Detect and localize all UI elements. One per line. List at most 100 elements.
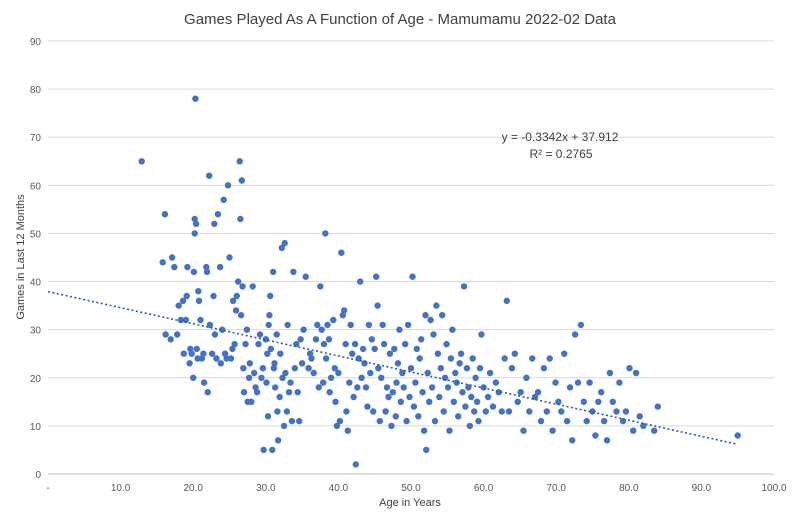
data-point	[271, 360, 278, 367]
data-point	[242, 340, 249, 348]
data-point	[613, 408, 620, 415]
data-point	[336, 417, 344, 425]
data-point	[373, 273, 380, 280]
data-point	[603, 437, 611, 444]
data-point	[492, 379, 500, 386]
data-point	[404, 321, 412, 329]
data-point	[447, 355, 455, 362]
data-point	[600, 417, 608, 425]
y-tick-label: 80	[30, 85, 42, 96]
data-point	[523, 374, 530, 381]
data-point	[274, 437, 282, 444]
data-point	[266, 312, 273, 319]
data-point	[184, 263, 191, 271]
data-point	[537, 417, 545, 425]
data-point	[339, 312, 346, 319]
data-point	[318, 326, 325, 333]
data-point	[204, 389, 211, 396]
data-point	[358, 374, 365, 381]
data-point	[338, 249, 345, 256]
data-point	[327, 374, 335, 381]
data-point	[463, 365, 471, 372]
data-point	[402, 340, 409, 348]
data-point	[298, 360, 306, 367]
data-point	[217, 360, 224, 367]
data-point	[409, 273, 416, 280]
data-point	[191, 230, 198, 237]
data-point	[489, 403, 497, 410]
data-point	[255, 340, 262, 348]
data-point	[198, 355, 206, 362]
data-point	[430, 331, 437, 338]
data-point	[195, 288, 202, 295]
data-point	[368, 336, 375, 343]
data-point	[378, 374, 385, 381]
data-point	[546, 355, 553, 362]
data-point	[598, 389, 605, 396]
data-point	[460, 283, 468, 290]
data-point	[267, 345, 275, 353]
data-point	[138, 158, 145, 165]
data-point	[543, 408, 550, 415]
data-point	[449, 326, 456, 333]
data-point	[231, 340, 238, 348]
data-point	[505, 408, 513, 415]
y-tick-label: 70	[30, 133, 42, 144]
data-point	[626, 365, 633, 372]
data-point	[240, 389, 248, 396]
x-tick-label: 70.0	[546, 483, 566, 494]
data-point	[396, 326, 403, 333]
data-point	[563, 417, 571, 425]
data-point	[236, 158, 243, 165]
data-point	[322, 355, 330, 362]
data-point	[226, 254, 233, 261]
data-point	[227, 355, 235, 362]
data-point	[197, 316, 204, 324]
data-point	[418, 336, 425, 343]
data-point	[223, 355, 230, 362]
data-point	[276, 393, 283, 401]
data-point	[571, 331, 579, 338]
data-point	[168, 254, 176, 261]
data-point	[320, 340, 328, 348]
data-point	[238, 177, 245, 184]
data-point	[220, 196, 227, 203]
data-point	[508, 365, 516, 372]
data-point	[229, 345, 236, 353]
data-point	[159, 259, 166, 266]
data-point	[580, 398, 587, 405]
data-point	[253, 389, 261, 396]
x-tick-label: 90.0	[692, 483, 712, 494]
data-point	[357, 278, 364, 285]
data-point	[574, 379, 582, 386]
data-point	[394, 360, 402, 367]
data-point	[734, 432, 741, 439]
data-point	[277, 350, 284, 357]
data-point	[362, 384, 370, 391]
data-point	[520, 427, 527, 434]
y-tick-label: 50	[30, 229, 42, 240]
y-tick-label: 10	[30, 422, 42, 433]
data-point	[426, 398, 433, 405]
data-point	[403, 417, 410, 425]
data-point	[616, 379, 623, 386]
data-point	[273, 331, 280, 338]
data-point	[388, 422, 395, 430]
data-point	[367, 369, 374, 377]
data-point	[595, 398, 602, 405]
data-point	[239, 283, 246, 290]
data-point	[413, 345, 420, 353]
data-point	[211, 220, 218, 227]
x-axis-label: Age in Years	[379, 497, 441, 509]
data-point	[284, 321, 291, 329]
data-point	[351, 340, 359, 348]
data-point	[386, 350, 394, 357]
data-point	[349, 350, 356, 357]
data-point	[260, 446, 267, 454]
data-point	[476, 365, 484, 372]
data-point	[380, 340, 388, 348]
data-point	[354, 384, 361, 391]
data-point	[370, 408, 377, 415]
data-point	[258, 374, 265, 381]
y-axis-ticks: 0 10 20 30 40 50 60 70 80 90	[30, 37, 42, 481]
